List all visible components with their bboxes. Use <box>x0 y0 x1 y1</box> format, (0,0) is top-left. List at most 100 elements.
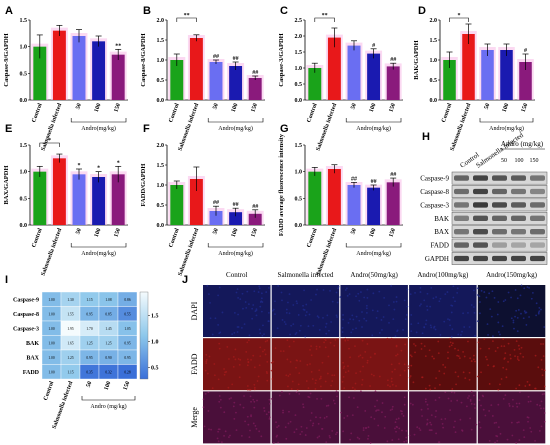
micrograph-speckle <box>417 322 420 325</box>
micrograph-speckle <box>400 349 403 352</box>
micrograph-speckle <box>364 427 367 429</box>
micrograph-speckle <box>495 421 498 424</box>
micrograph-speckle <box>282 350 285 352</box>
micrograph-speckle <box>289 373 291 376</box>
micrograph-speckle <box>391 370 394 373</box>
bar <box>327 169 341 225</box>
micrograph-speckle <box>318 329 321 331</box>
micrograph-speckle <box>250 415 252 418</box>
heatmap-cell-value: 0.32 <box>105 370 111 374</box>
micrograph-speckle <box>441 422 444 425</box>
micrograph-speckle <box>470 390 473 393</box>
micrograph-speckle <box>318 346 321 348</box>
micrograph-speckle <box>323 341 325 344</box>
micrograph-speckle <box>274 300 276 303</box>
heatmap-row-label: Caspase-9 <box>13 297 39 303</box>
micrograph-speckle <box>496 435 499 438</box>
bar <box>248 78 262 100</box>
micrograph-speckle <box>325 322 328 325</box>
micrograph-speckle <box>459 418 462 421</box>
micrograph-speckle <box>497 321 500 324</box>
micrograph-speckle <box>509 353 512 356</box>
micrograph-speckle <box>506 438 509 441</box>
micrograph-speckle <box>318 435 321 438</box>
western-blot-band-icon <box>530 215 545 221</box>
micrograph-speckle <box>347 321 350 324</box>
micrograph-speckle <box>367 435 370 437</box>
micrograph-speckle <box>397 438 400 441</box>
heatmap-colorbar-icon <box>139 291 149 380</box>
group-label: Andro(mg/kg) <box>81 250 116 257</box>
micrograph-speckle <box>219 398 222 401</box>
micrograph-speckle <box>390 380 393 383</box>
micrograph-speckle <box>311 424 314 427</box>
micrograph-speckle <box>346 294 349 297</box>
micrograph-speckle <box>312 422 315 425</box>
western-blot-band-icon <box>454 229 469 235</box>
blot-band-label: Caspase-8 <box>420 188 449 196</box>
y-axis-label: Caspase-9/GAPDH <box>3 33 10 86</box>
micrograph-speckle <box>389 409 392 412</box>
micrograph-speckle <box>253 388 256 391</box>
heatmap-cell-value: 1.00 <box>48 341 54 345</box>
micrograph-speckle <box>274 347 277 350</box>
micrograph-speckle <box>497 301 500 303</box>
bar <box>92 41 106 100</box>
micrograph-speckle <box>516 421 519 424</box>
micrograph-speckle <box>391 405 394 408</box>
micrograph-speckle <box>440 418 443 421</box>
micrograph-speckle <box>322 289 325 291</box>
micrograph-speckle <box>467 340 469 343</box>
fluorescence-micrograph-icon <box>203 391 271 444</box>
micrograph-speckle <box>433 357 435 360</box>
significance-bracket <box>314 17 335 22</box>
colorbar-tick-label: 1.0 <box>151 339 159 345</box>
micrograph-speckle <box>516 405 519 408</box>
micrograph-speckle <box>362 427 365 429</box>
western-blot-band-icon <box>473 215 488 221</box>
category-label: 150 <box>388 228 397 239</box>
micrograph-speckle <box>442 426 445 429</box>
category-label: 150 <box>113 228 122 239</box>
micrograph-column-label: Salmonella infected <box>278 271 334 279</box>
micrograph-speckle <box>341 331 344 333</box>
y-tick-label: 1.0 <box>20 170 28 176</box>
micrograph-speckle <box>329 436 331 439</box>
micrograph-speckle <box>409 375 412 377</box>
micrograph-speckle <box>354 345 356 348</box>
group-label: Andro(mg/kg) <box>218 125 253 132</box>
micrograph-speckle <box>319 416 322 419</box>
micrograph-speckle <box>288 410 290 413</box>
micrograph-speckle <box>438 370 441 372</box>
micrograph-speckle <box>298 372 301 375</box>
micrograph-speckle <box>250 400 252 403</box>
western-blot-band-icon <box>530 229 545 235</box>
micrograph-speckle <box>335 433 337 436</box>
micrograph-speckle <box>281 390 283 393</box>
blot-band-label: Caspase-9 <box>420 175 449 183</box>
fluorescence-micrograph-icon <box>271 285 340 337</box>
fluorescence-micrograph-icon <box>409 391 477 444</box>
group-bracket <box>207 243 264 248</box>
micrograph-speckle <box>265 413 268 416</box>
micrograph-speckle <box>202 406 205 409</box>
western-blot-band-icon <box>530 242 545 248</box>
micrograph-speckle <box>470 428 473 431</box>
micrograph-speckle <box>409 354 412 357</box>
micrograph-speckle <box>332 399 335 402</box>
western-blot-band-icon <box>473 229 488 235</box>
micrograph-speckle <box>315 293 317 296</box>
micrograph-speckle <box>346 415 349 417</box>
micrograph-speckle <box>487 334 489 336</box>
micrograph-speckle <box>516 316 519 319</box>
micrograph-speckle <box>405 430 408 432</box>
micrograph-speckle <box>371 334 374 337</box>
micrograph-speckle <box>344 337 347 340</box>
micrograph-speckle <box>420 303 422 306</box>
category-label: 100 <box>369 103 378 114</box>
y-axis-label: FADD/GAPDH <box>140 164 147 207</box>
micrograph-speckle <box>260 435 263 438</box>
heatmap-cell-value: 1.25 <box>105 341 111 345</box>
micrograph-speckle <box>336 301 339 304</box>
